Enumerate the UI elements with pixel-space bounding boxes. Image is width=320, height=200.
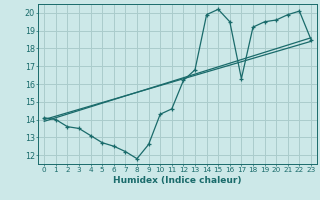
- X-axis label: Humidex (Indice chaleur): Humidex (Indice chaleur): [113, 176, 242, 185]
